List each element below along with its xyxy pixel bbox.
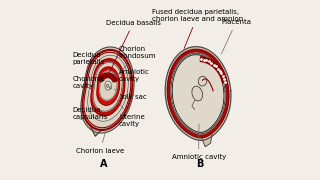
Polygon shape — [173, 56, 223, 131]
Text: Chorion
frondosum: Chorion frondosum — [116, 46, 156, 77]
Text: B: B — [196, 159, 204, 169]
Text: Decidua
capsularis: Decidua capsularis — [72, 107, 108, 120]
Polygon shape — [200, 57, 227, 83]
Text: Fused decidua parietalis,
chorion laeve and amnion: Fused decidua parietalis, chorion laeve … — [152, 9, 243, 48]
Text: Decidua
parietalis: Decidua parietalis — [72, 52, 105, 74]
Polygon shape — [88, 55, 128, 121]
Polygon shape — [84, 52, 131, 128]
Polygon shape — [83, 50, 132, 130]
Polygon shape — [91, 59, 125, 116]
Ellipse shape — [198, 76, 207, 86]
Text: Yolk sac: Yolk sac — [114, 89, 147, 100]
Ellipse shape — [105, 81, 111, 90]
Polygon shape — [172, 55, 224, 132]
Text: Amniotic
cavity: Amniotic cavity — [113, 69, 150, 82]
Polygon shape — [171, 53, 225, 134]
Polygon shape — [81, 47, 134, 133]
Polygon shape — [93, 62, 122, 111]
Ellipse shape — [192, 86, 203, 101]
Polygon shape — [165, 47, 231, 140]
Text: Decidua basalis: Decidua basalis — [106, 20, 161, 73]
Polygon shape — [167, 49, 229, 138]
Text: A: A — [100, 159, 108, 169]
Text: Chorion laeve: Chorion laeve — [76, 127, 124, 154]
Polygon shape — [97, 67, 119, 105]
Ellipse shape — [109, 87, 112, 89]
Polygon shape — [90, 111, 104, 136]
Polygon shape — [100, 71, 117, 100]
Text: Chorionic
cavity: Chorionic cavity — [72, 76, 105, 89]
Ellipse shape — [107, 84, 109, 87]
Polygon shape — [202, 129, 212, 147]
Text: Uterine
cavity: Uterine cavity — [117, 100, 145, 127]
Text: Placenta: Placenta — [221, 19, 251, 54]
Text: Amniotic cavity: Amniotic cavity — [172, 124, 226, 160]
